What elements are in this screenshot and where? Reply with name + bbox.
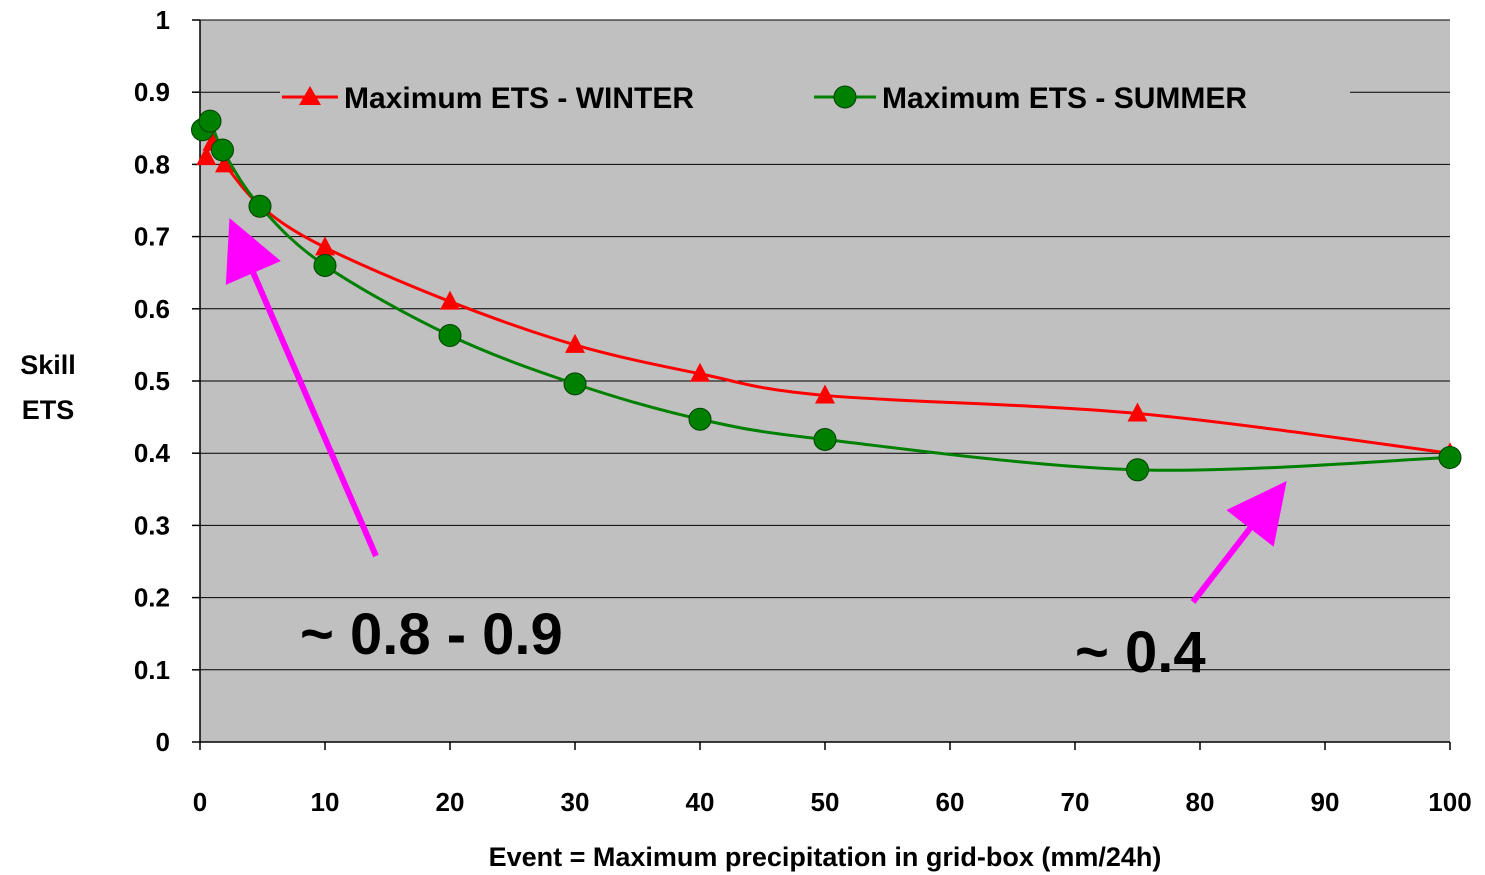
annotation-high-skill: ~ 0.8 - 0.9 <box>300 602 563 667</box>
y-tick-label: 0.8 <box>134 149 170 179</box>
x-tick-label: 30 <box>561 787 590 817</box>
y-tick-label: 1 <box>156 5 170 35</box>
y-tick-label: 0.5 <box>134 366 170 396</box>
annotation-arrow-right <box>1190 481 1287 604</box>
winter-point <box>315 236 335 256</box>
x-tick-label: 50 <box>811 787 840 817</box>
winter-point <box>690 362 710 382</box>
summer-point <box>1438 446 1462 470</box>
y-tick-label: 0.3 <box>134 510 170 540</box>
y-axis-title-line-2: ETS <box>22 395 75 425</box>
y-tick-label: 0.2 <box>134 583 170 613</box>
annotation-low-skill: ~ 0.4 <box>1075 620 1206 685</box>
legend-summer-label: Maximum ETS - SUMMER <box>882 82 1247 115</box>
x-tick-label: 40 <box>686 787 715 817</box>
winter-point <box>215 153 235 173</box>
legend-winter-marker <box>299 86 321 105</box>
x-tick-labels: 0 10 20 30 40 50 60 70 80 90 100 <box>193 787 1472 817</box>
winter-point <box>1127 402 1148 422</box>
x-tick-label: 80 <box>1186 787 1215 817</box>
winter-point <box>440 290 460 310</box>
series-layer <box>191 109 1462 482</box>
summer-point <box>198 109 222 133</box>
x-tick-label: 10 <box>311 787 340 817</box>
x-tick-label: 0 <box>193 787 207 817</box>
x-tick-label: 100 <box>1428 787 1471 817</box>
y-tick-label: 0.7 <box>134 222 170 252</box>
x-axis-title: Event = Maximum precipitation in grid-bo… <box>489 842 1162 872</box>
x-tick-label: 90 <box>1311 787 1340 817</box>
summer-point <box>211 138 234 162</box>
winter-point <box>196 146 217 166</box>
summer-point <box>438 324 462 348</box>
legend-winter-label: Maximum ETS - WINTER <box>344 82 694 115</box>
winter-point <box>565 333 585 353</box>
y-tick-label: 0 <box>156 727 170 757</box>
y-tick-label: 0.9 <box>134 77 170 107</box>
y-tick-label: 0.6 <box>134 294 170 324</box>
y-tick-label: 0.4 <box>134 438 171 468</box>
x-tick-label: 20 <box>436 787 465 817</box>
summer-point <box>248 194 272 218</box>
y-axis-title-line-1: Skill <box>20 350 76 380</box>
y-tick-label: 0.1 <box>134 655 170 685</box>
y-tick-labels: 0 0.1 0.2 0.3 0.4 0.5 0.6 0.7 0.8 0.9 1 <box>134 5 171 757</box>
legend-summer-marker <box>833 85 857 109</box>
annotation-arrow-left <box>225 217 379 558</box>
x-tick-label: 60 <box>936 787 965 817</box>
summer-point <box>1126 458 1149 482</box>
summer-point <box>688 407 712 431</box>
x-tick-label: 70 <box>1061 787 1090 817</box>
summer-point <box>813 427 837 451</box>
summer-point <box>563 372 587 396</box>
legend: Maximum ETS - WINTER Maximum ETS - SUMME… <box>280 72 1350 122</box>
summer-point <box>313 253 337 277</box>
winter-point <box>815 384 835 404</box>
